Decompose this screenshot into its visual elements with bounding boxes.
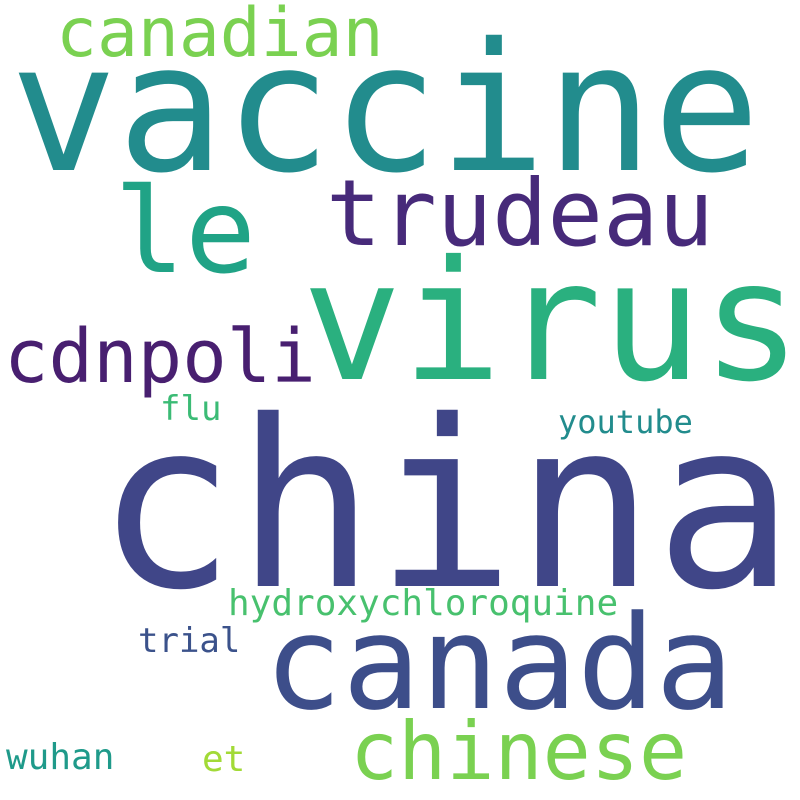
word-et: et (202, 739, 246, 780)
word-youtube: youtube (558, 403, 693, 441)
word-trial: trial (138, 621, 241, 661)
word-canada: canada (264, 587, 734, 739)
word-trudeau: trudeau (326, 160, 714, 267)
word-vaccine: vaccine (10, 5, 761, 212)
word-china: china (96, 371, 795, 641)
word-cdnpoli: cdnpoli (4, 314, 316, 400)
word-wuhan: wuhan (6, 737, 115, 778)
word-chinese: chinese (350, 705, 688, 798)
word-flu: flu (160, 389, 222, 429)
word-virus: virus (302, 226, 800, 419)
word-le: le (114, 162, 257, 300)
word-hydroxychloroquine: hydroxychloroquine (228, 583, 619, 624)
word-canadian: canadian (56, 0, 384, 73)
